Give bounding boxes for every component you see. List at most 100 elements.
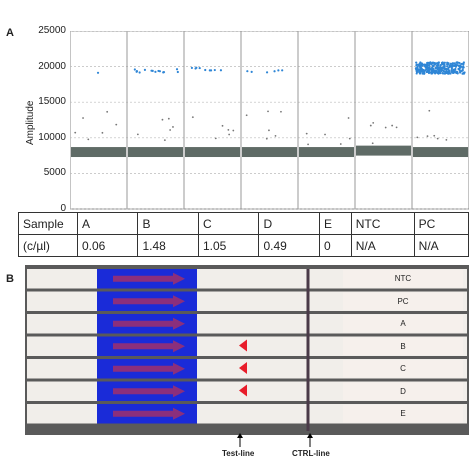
- positive-droplet: [420, 70, 423, 73]
- positive-droplet: [273, 70, 276, 73]
- positive-droplet: [415, 72, 418, 75]
- table-cell: 0.49: [258, 234, 320, 257]
- table-cell: 1.48: [137, 234, 199, 257]
- positive-droplet: [455, 71, 458, 75]
- rain-droplet: [163, 139, 166, 142]
- positive-droplet: [421, 72, 424, 75]
- positive-droplet: [439, 67, 443, 71]
- negative-droplet-band: [299, 147, 354, 158]
- rain-droplet: [324, 133, 326, 136]
- rain-droplet: [347, 117, 350, 119]
- positive-droplet: [431, 61, 435, 64]
- rain-droplet: [191, 116, 194, 119]
- rain-droplet: [395, 126, 398, 129]
- table-row: (c/µl) 0.06 1.48 1.05 0.49 0 N/A N/A: [18, 234, 470, 257]
- table-cell: N/A: [350, 234, 415, 257]
- positive-droplet: [450, 67, 453, 70]
- positive-droplet: [449, 62, 453, 65]
- table-cell: E: [318, 212, 352, 235]
- ctrl-line-label: CTRL-line: [292, 449, 330, 458]
- positive-droplet: [428, 62, 431, 65]
- positive-droplet: [435, 71, 438, 74]
- positive-droplet: [438, 71, 442, 74]
- positive-droplet: [434, 66, 437, 70]
- positive-droplet: [450, 64, 453, 67]
- rain-droplet: [268, 129, 270, 132]
- red-arrowhead-icon: [239, 339, 247, 352]
- rain-droplet: [426, 135, 429, 138]
- positive-droplet: [462, 65, 465, 68]
- rain-droplet: [307, 143, 309, 146]
- rain-droplet: [106, 110, 109, 113]
- positive-droplet: [430, 69, 433, 72]
- positive-droplet: [219, 69, 223, 72]
- rain-droplet: [87, 138, 90, 141]
- table-cell: C: [197, 212, 260, 235]
- rain-droplet: [372, 121, 375, 124]
- table-cell: 0: [318, 234, 352, 257]
- positive-droplet: [281, 69, 284, 72]
- positive-droplet: [447, 72, 450, 75]
- positive-droplet: [459, 64, 462, 67]
- positive-droplet: [424, 65, 428, 68]
- y-tick-label: 25000: [38, 25, 66, 36]
- flow-arrow-icon: [113, 362, 185, 375]
- positive-droplet: [437, 69, 440, 72]
- positive-droplet: [440, 61, 443, 65]
- positive-droplet: [450, 70, 454, 73]
- strip-label: A: [400, 319, 406, 328]
- table-row-header: Sample: [18, 212, 78, 235]
- positive-droplet: [432, 65, 435, 68]
- rain-droplet: [161, 118, 164, 121]
- test-strip: [27, 404, 467, 424]
- table-cell: 1.05: [197, 234, 260, 257]
- flow-arrow-icon: [113, 317, 185, 330]
- positive-droplet: [415, 61, 418, 64]
- positive-droplet: [423, 72, 426, 75]
- positive-droplet: [246, 70, 249, 73]
- positive-droplet: [198, 66, 201, 70]
- table-cell: NTC: [350, 212, 415, 235]
- positive-droplet: [204, 68, 207, 72]
- panel-a-label: A: [6, 27, 14, 39]
- rain-droplet: [245, 114, 248, 117]
- positive-droplet: [424, 63, 427, 66]
- flow-arrow-icon: [113, 407, 185, 420]
- table-cell: D: [258, 212, 320, 235]
- negative-droplet-band: [185, 147, 240, 158]
- test-strip: [27, 314, 467, 334]
- test-strip: [27, 359, 467, 379]
- positive-droplet: [446, 61, 449, 64]
- positive-droplet: [419, 64, 422, 67]
- rain-droplet: [169, 129, 172, 131]
- positive-droplet: [135, 69, 139, 73]
- positive-droplet: [429, 71, 432, 74]
- rain-droplet: [433, 134, 436, 137]
- rain-droplet: [436, 137, 439, 140]
- positive-droplet: [209, 69, 213, 72]
- negative-droplet-band: [413, 147, 468, 158]
- rain-droplet: [167, 117, 170, 120]
- positive-droplet: [458, 61, 461, 65]
- negative-droplet-band: [128, 147, 183, 158]
- rain-droplet: [305, 132, 308, 135]
- y-tick-label: 10000: [38, 131, 66, 143]
- positive-droplet: [442, 69, 445, 72]
- red-arrowhead-icon: [239, 384, 247, 397]
- positive-droplet: [96, 71, 100, 74]
- positive-droplet: [435, 62, 439, 65]
- positive-droplet: [426, 61, 429, 65]
- strip-label: B: [400, 341, 406, 351]
- rain-droplet: [265, 137, 268, 140]
- droplet-scatter-plot: [70, 31, 469, 210]
- rain-droplet: [228, 133, 231, 136]
- positive-droplet: [423, 70, 426, 73]
- positive-droplet: [442, 66, 445, 69]
- positive-droplet: [452, 68, 455, 71]
- positive-droplet: [443, 72, 447, 75]
- rain-droplet: [267, 110, 269, 113]
- positive-droplet: [138, 71, 141, 74]
- y-tick-label: 15000: [38, 96, 66, 108]
- rain-droplet: [445, 138, 448, 141]
- y-tick-label: 0: [60, 203, 66, 214]
